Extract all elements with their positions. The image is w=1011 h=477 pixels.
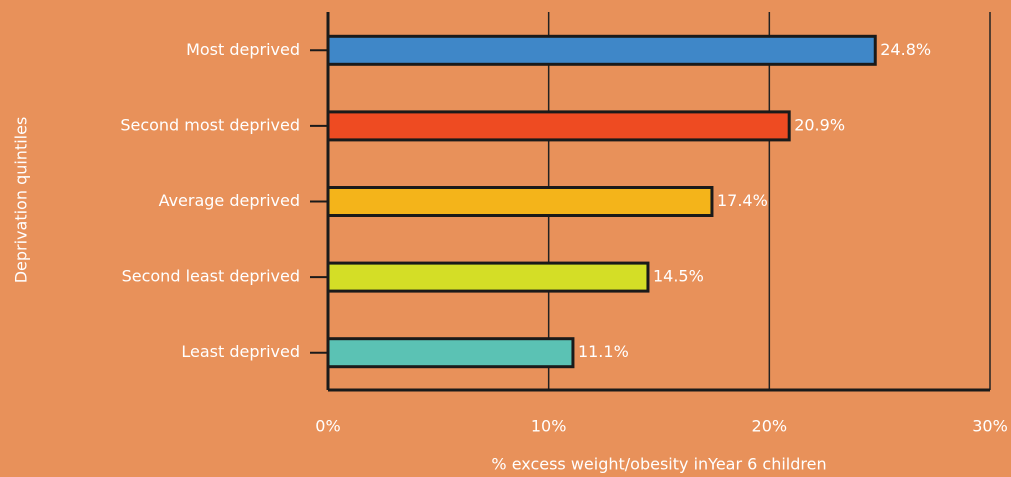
x-tick-label: 0% bbox=[315, 417, 340, 436]
x-tick-label: 10% bbox=[531, 417, 567, 436]
value-label: 17.4% bbox=[717, 191, 768, 210]
y-axis-label: Deprivation quintiles bbox=[12, 117, 31, 284]
x-tick-label: 20% bbox=[752, 417, 788, 436]
bar bbox=[326, 261, 650, 293]
value-label: 24.8% bbox=[880, 40, 931, 59]
y-tick-label: Average deprived bbox=[159, 191, 300, 210]
x-tick-label: 30% bbox=[972, 417, 1008, 436]
y-tick-label: Least deprived bbox=[181, 342, 300, 361]
value-label: 20.9% bbox=[794, 115, 845, 134]
y-tick-label: Most deprived bbox=[186, 40, 300, 59]
y-tick-label: Second least deprived bbox=[122, 267, 300, 286]
bar bbox=[326, 34, 877, 66]
value-label: 14.5% bbox=[653, 267, 704, 286]
bar bbox=[326, 337, 575, 369]
y-tick-label: Second most deprived bbox=[120, 115, 300, 134]
bar bbox=[326, 110, 791, 142]
x-axis-label: % excess weight/obesity inYear 6 childre… bbox=[491, 455, 826, 474]
bar bbox=[326, 186, 714, 217]
value-label: 11.1% bbox=[578, 342, 629, 361]
